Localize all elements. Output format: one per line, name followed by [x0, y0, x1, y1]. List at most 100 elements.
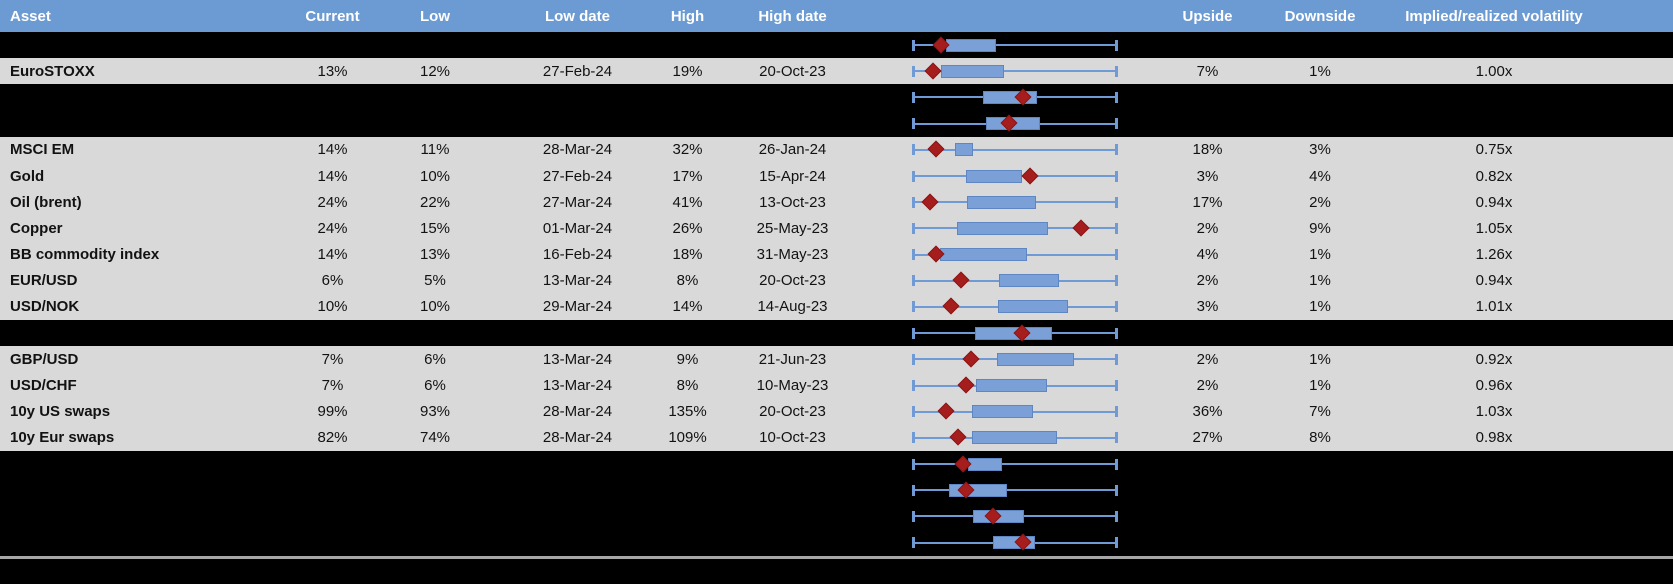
cell-asset — [0, 477, 295, 503]
quartile-box — [999, 274, 1059, 288]
cell-high-date: 10-Oct-23 — [759, 429, 826, 447]
cell-downside: 1% — [1309, 246, 1331, 264]
whisker-cap-right — [1115, 301, 1118, 313]
cell-high-date: 13-Oct-23 — [759, 193, 826, 211]
cell-upside: 2% — [1196, 377, 1219, 395]
whisker-cap-left — [912, 170, 915, 182]
cell-current — [295, 320, 370, 346]
cell-high — [655, 32, 720, 58]
table-row-spacer — [0, 110, 1673, 137]
cell-asset: USD/NOK — [10, 298, 80, 316]
cell-asset: EuroSTOXX — [10, 62, 95, 80]
current-marker-diamond-icon — [962, 350, 979, 368]
whisker-cap-left — [912, 39, 915, 51]
cell-low: 10% — [419, 167, 451, 185]
cell-high: 26% — [672, 219, 703, 237]
current-marker-diamond-icon — [1072, 219, 1090, 237]
cell-chart — [865, 477, 1135, 503]
header-cell-upside: Upside — [1182, 7, 1233, 25]
cell-low — [370, 530, 500, 556]
cell-asset — [0, 451, 295, 477]
cell-chart — [865, 425, 1135, 451]
table-row-spacer — [0, 503, 1673, 530]
cell-implied-realized-volatility — [1360, 477, 1673, 503]
cell-upside — [1135, 320, 1280, 346]
cell-upside — [1135, 32, 1280, 58]
cell-downside: 4% — [1309, 167, 1331, 185]
cell-asset: Copper — [10, 219, 63, 237]
cell-chart — [865, 346, 1135, 372]
cell-low: 74% — [419, 429, 451, 447]
header-cell-chart — [865, 0, 1135, 32]
whisker-cap-right — [1115, 170, 1118, 182]
current-marker-diamond-icon — [952, 271, 970, 289]
cell-current: 24% — [317, 219, 348, 237]
cell-current — [295, 32, 370, 58]
current-marker-diamond-icon — [957, 376, 975, 394]
cell-chart — [865, 530, 1135, 556]
whisker-cap-left — [912, 458, 915, 470]
quartile-box — [955, 143, 974, 157]
cell-low — [370, 111, 500, 137]
cell-low-date: 28-Mar-24 — [542, 141, 613, 159]
cell-high-date — [720, 477, 865, 503]
current-marker-diamond-icon — [927, 140, 945, 158]
whisker-cap-left — [912, 484, 915, 496]
whisker-cap-right — [1115, 380, 1118, 392]
cell-high-date: 26-Jan-24 — [758, 141, 827, 159]
whisker-cap-left — [912, 537, 915, 549]
cell-low-date: 27-Feb-24 — [542, 167, 613, 185]
cell-high-date — [720, 530, 865, 556]
current-marker-diamond-icon — [1021, 167, 1039, 185]
cell-high: 8% — [676, 272, 699, 290]
cell-chart — [865, 137, 1135, 163]
cell-downside — [1280, 84, 1360, 110]
table-row-eurostoxx: EuroSTOXX 13% 12% 27-Feb-24 19% 20-Oct-23 7% 1%… — [0, 58, 1673, 85]
cell-downside: 1% — [1309, 377, 1331, 395]
cell-low — [370, 84, 500, 110]
cell-low-date — [500, 477, 655, 503]
cell-upside — [1135, 84, 1280, 110]
cell-high-date — [720, 503, 865, 529]
cell-downside: 1% — [1309, 272, 1331, 290]
cell-high-date: 20-Oct-23 — [759, 62, 826, 80]
cell-high-date: 10-May-23 — [756, 377, 829, 395]
cell-high — [655, 84, 720, 110]
cell-implied-realized-volatility — [1360, 503, 1673, 529]
whisker-cap-left — [912, 380, 915, 392]
cell-chart — [865, 111, 1135, 137]
cell-upside: 2% — [1196, 272, 1219, 290]
cell-high: 18% — [672, 246, 703, 264]
cell-implied-realized-volatility — [1360, 530, 1673, 556]
cell-chart — [865, 163, 1135, 189]
cell-chart — [865, 372, 1135, 398]
table-row-usd-chf: USD/CHF 7% 6% 13-Mar-24 8% 10-May-23 2% 1% 0.96x — [0, 372, 1673, 399]
whisker-cap-right — [1115, 144, 1118, 156]
cell-upside: 2% — [1196, 219, 1219, 237]
cell-low — [370, 477, 500, 503]
table-row-spacer — [0, 84, 1673, 111]
whisker-cap-right — [1115, 406, 1118, 418]
cell-low-date: 28-Mar-24 — [542, 429, 613, 447]
header-cell-current: Current — [305, 7, 360, 25]
cell-implied-realized-volatility: 0.92x — [1475, 350, 1513, 368]
cell-high-date: 20-Oct-23 — [759, 403, 826, 421]
cell-chart — [865, 32, 1135, 58]
cell-low: 12% — [419, 62, 451, 80]
cell-downside — [1280, 477, 1360, 503]
cell-high: 17% — [672, 167, 703, 185]
cell-low-date: 28-Mar-24 — [542, 403, 613, 421]
cell-upside: 3% — [1196, 167, 1219, 185]
table-row-bb-commodity-index: BB commodity index 14% 13% 16-Feb-24 18% 31-M… — [0, 241, 1673, 268]
whisker-cap-left — [912, 301, 915, 313]
quartile-box — [946, 38, 997, 52]
cell-current — [295, 503, 370, 529]
cell-asset — [0, 111, 295, 137]
whisker-cap-right — [1115, 510, 1118, 522]
cell-chart — [865, 503, 1135, 529]
whisker-cap-left — [912, 196, 915, 208]
cell-implied-realized-volatility: 1.00x — [1475, 62, 1513, 80]
cell-implied-realized-volatility: 1.03x — [1475, 403, 1513, 421]
cell-high — [655, 451, 720, 477]
